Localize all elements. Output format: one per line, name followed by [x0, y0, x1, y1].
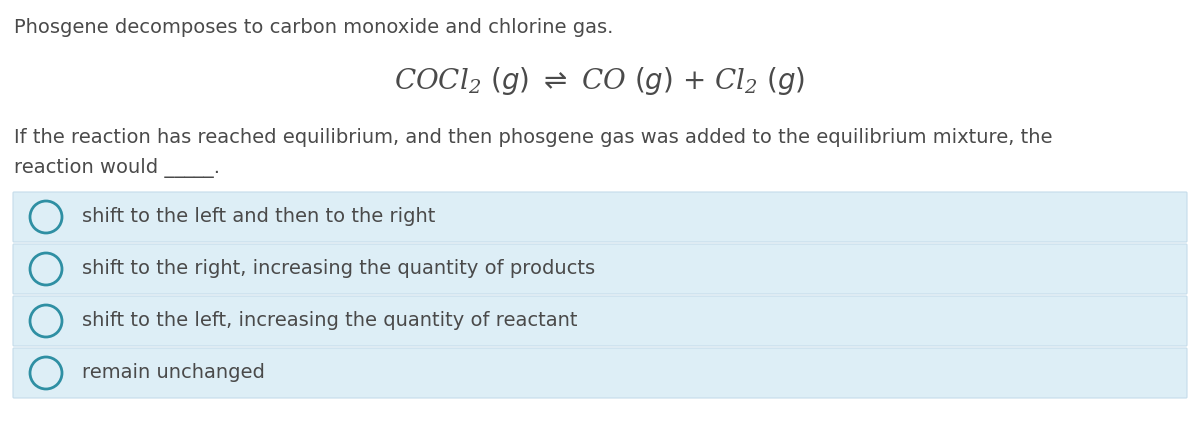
Text: shift to the left, increasing the quantity of reactant: shift to the left, increasing the quanti…: [82, 311, 577, 330]
FancyBboxPatch shape: [13, 244, 1187, 294]
FancyBboxPatch shape: [13, 348, 1187, 398]
FancyBboxPatch shape: [13, 296, 1187, 346]
Text: reaction would _____.: reaction would _____.: [14, 158, 220, 178]
Text: Phosgene decomposes to carbon monoxide and chlorine gas.: Phosgene decomposes to carbon monoxide a…: [14, 18, 613, 37]
Text: If the reaction has reached equilibrium, and then phosgene gas was added to the : If the reaction has reached equilibrium,…: [14, 128, 1052, 147]
Text: $\mathdefault{COCl_2}$ $(g)$ $\rightleftharpoons$ $\mathdefault{CO}$ $(g)$ + $\m: $\mathdefault{COCl_2}$ $(g)$ $\rightleft…: [395, 65, 805, 97]
Text: shift to the right, increasing the quantity of products: shift to the right, increasing the quant…: [82, 259, 595, 279]
Text: remain unchanged: remain unchanged: [82, 363, 265, 382]
Text: shift to the left and then to the right: shift to the left and then to the right: [82, 208, 436, 227]
FancyBboxPatch shape: [13, 192, 1187, 242]
